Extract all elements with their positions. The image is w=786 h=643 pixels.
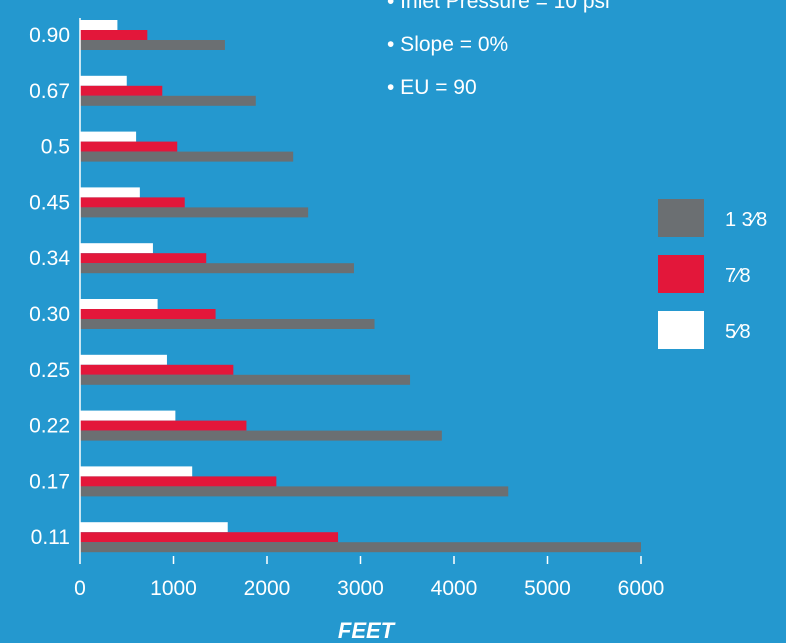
bar-7-8: [80, 420, 247, 431]
annotation-text: • Slope = 0%: [387, 33, 508, 56]
x-tick-label: 1000: [150, 577, 197, 600]
y-tick-label: 0.30: [29, 303, 70, 326]
bar-1-3-8: [80, 207, 309, 218]
annotation-text: • Inlet Pressure = 10 psi: [387, 0, 610, 13]
x-axis-label: FEET: [338, 618, 396, 643]
bar-5-8: [80, 75, 127, 86]
legend-label: 1 3⁄8: [725, 209, 767, 231]
y-tick-label: 0.34: [29, 247, 70, 270]
bar-7-8: [80, 309, 216, 319]
x-tick-label: 0: [74, 577, 86, 600]
y-tick-label: 0.90: [29, 24, 70, 47]
bar-7-8: [80, 197, 185, 208]
bar-5-8: [80, 131, 137, 142]
bar-7-8: [80, 364, 234, 375]
x-tick-label: 3000: [337, 577, 384, 600]
bar-5-8: [80, 20, 118, 30]
bar-1-3-8: [80, 263, 354, 274]
x-tick-label: 5000: [524, 577, 571, 600]
bar-5-8: [80, 187, 140, 198]
bar-5-8: [80, 243, 153, 254]
bar-1-3-8: [80, 151, 294, 162]
bar-5-8: [80, 299, 158, 309]
bar-5-8: [80, 410, 176, 421]
bar-7-8: [80, 532, 339, 543]
legend-swatch: [658, 255, 704, 293]
y-tick-label: 0.17: [29, 470, 70, 493]
bar-1-3-8: [80, 95, 256, 106]
annotations-layer: • Inlet Pressure = 10 psi • Slope = 0% • E…: [387, 0, 610, 99]
bar-7-8: [80, 253, 207, 264]
y-tick-label: 0.5: [41, 136, 70, 159]
legend-layer: 1 3⁄8 7⁄8 5⁄8: [658, 199, 767, 349]
ticks-layer: 0.90 0.67 0.5 0.45 0.34 0.30 0.25 0.22 0.17 0.11 0…: [29, 24, 664, 600]
bar-1-3-8: [80, 319, 375, 329]
legend-label: 7⁄8: [725, 265, 751, 287]
bar-1-3-8: [80, 40, 225, 50]
y-tick-label: 0.11: [31, 526, 70, 549]
y-tick-label: 0.67: [29, 80, 70, 103]
x-tick-label: 2000: [244, 577, 291, 600]
bar-1-3-8: [80, 374, 411, 385]
bar-5-8: [80, 522, 228, 533]
y-tick-label: 0.25: [29, 359, 70, 382]
legend-swatch: [658, 311, 704, 349]
x-tick-label: 4000: [431, 577, 478, 600]
bar-1-3-8: [80, 542, 641, 553]
bar-5-8: [80, 466, 193, 477]
bar-1-3-8: [80, 430, 442, 441]
legend-swatch: [658, 199, 704, 237]
y-tick-label: 0.22: [29, 415, 70, 438]
legend-label: 5⁄8: [725, 321, 751, 343]
bar-7-8: [80, 85, 163, 96]
x-tick-label: 6000: [618, 577, 665, 600]
bar-7-8: [80, 476, 277, 487]
bar-1-3-8: [80, 486, 509, 497]
annotation-text: • EU = 90: [387, 76, 477, 99]
y-tick-label: 0.45: [29, 191, 70, 214]
bar-5-8: [80, 354, 167, 365]
bar-7-8: [80, 141, 178, 152]
bars-layer: [80, 20, 641, 553]
bar-7-8: [80, 30, 148, 40]
